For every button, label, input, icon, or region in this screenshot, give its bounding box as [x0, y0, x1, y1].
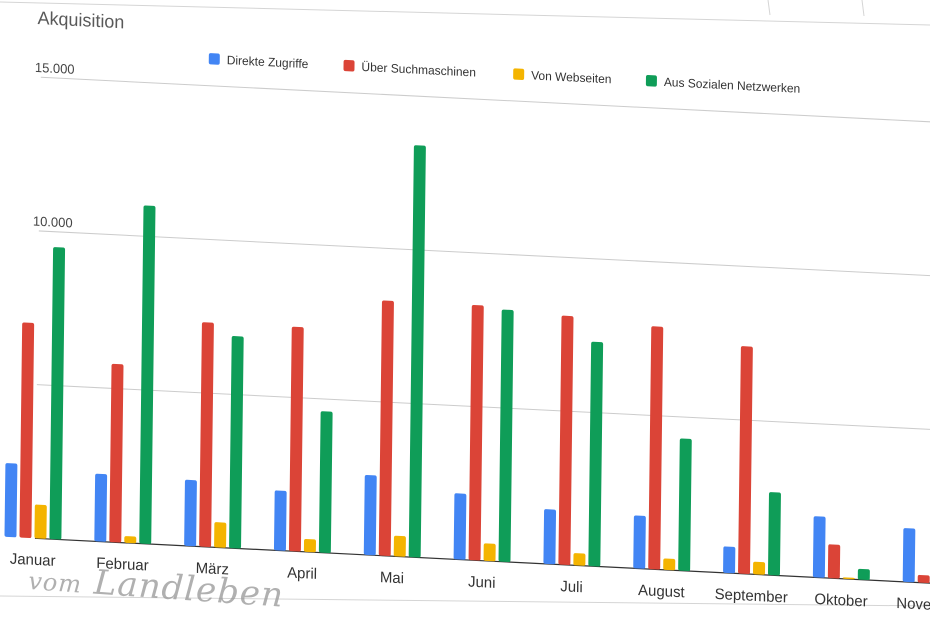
bar — [4, 463, 18, 538]
bar — [139, 205, 156, 545]
bar — [648, 326, 664, 570]
x-tick-label: November — [896, 595, 930, 616]
bar — [214, 522, 227, 548]
bar — [94, 473, 108, 542]
bar — [812, 516, 826, 578]
x-tick-label: April — [287, 564, 317, 583]
legend-swatch — [343, 59, 355, 72]
legend-swatch — [645, 75, 657, 87]
x-tick-label: September — [715, 586, 788, 607]
x-tick-label: Juli — [560, 578, 583, 596]
bar — [453, 493, 467, 560]
bar — [558, 315, 574, 566]
legend-swatch — [208, 53, 220, 65]
bar — [842, 577, 855, 580]
x-tick-label: August — [638, 582, 686, 602]
bar — [902, 528, 916, 583]
bar — [303, 538, 316, 553]
y-tick-label: 10.000 — [33, 213, 73, 230]
y-tick-label: 15.000 — [35, 60, 75, 77]
x-tick-label: März — [196, 560, 229, 579]
legend-swatch — [513, 68, 525, 80]
bar — [543, 509, 557, 565]
chart-title: Akquisition — [37, 8, 124, 33]
legend-label: Direkte Zugriffe — [227, 53, 309, 71]
spreadsheet-background — [0, 0, 930, 607]
x-tick-label: Oktober — [814, 591, 867, 611]
x-tick-label: Mai — [380, 569, 404, 587]
watermark-prefix: vom — [27, 566, 84, 599]
bar — [34, 504, 47, 539]
bar — [723, 546, 736, 574]
bar — [124, 536, 137, 544]
bar — [408, 145, 426, 558]
x-tick-label: Juni — [468, 573, 496, 592]
bar — [49, 247, 66, 540]
x-tick-label: Februar — [96, 555, 149, 575]
gridline — [40, 76, 930, 127]
bar — [498, 309, 514, 563]
chart-area: Akquisition Direkte Zugriffe Über Suchmas… — [4, 8, 930, 615]
bar — [738, 346, 753, 575]
bar — [229, 336, 244, 549]
bar — [393, 535, 406, 557]
bar — [378, 300, 394, 557]
bar — [318, 411, 333, 554]
gridline — [36, 384, 930, 435]
bar — [363, 474, 377, 556]
legend-label: Aus Sozialen Netzwerken — [664, 75, 801, 96]
bar — [199, 322, 214, 548]
bar — [633, 515, 646, 569]
bar — [184, 479, 197, 547]
bars — [4, 145, 930, 584]
bar — [109, 363, 124, 543]
legend-label: Über Suchmaschinen — [361, 60, 476, 80]
bar — [19, 322, 35, 539]
bar — [273, 490, 287, 551]
bar — [573, 553, 586, 566]
x-axis-tick-labels: Januar Februar März April Mai Juni Juli August S… — [10, 550, 930, 615]
legend-label: Von Webseiten — [531, 68, 611, 86]
bar — [468, 305, 484, 561]
bar — [678, 438, 692, 572]
x-tick-label: Januar — [10, 550, 56, 569]
y-axis-tick-labels: 15.000 10.000 — [33, 60, 75, 231]
bar — [857, 568, 870, 581]
bar — [288, 326, 304, 552]
bar — [753, 561, 766, 575]
bar — [767, 492, 781, 576]
bar — [827, 544, 841, 579]
chart-legend: Direkte Zugriffe Über Suchmaschinen Von We… — [208, 53, 801, 96]
bar — [483, 543, 496, 562]
bar — [588, 341, 604, 567]
gridline — [38, 230, 930, 281]
bar — [917, 574, 930, 584]
bar — [663, 558, 676, 571]
